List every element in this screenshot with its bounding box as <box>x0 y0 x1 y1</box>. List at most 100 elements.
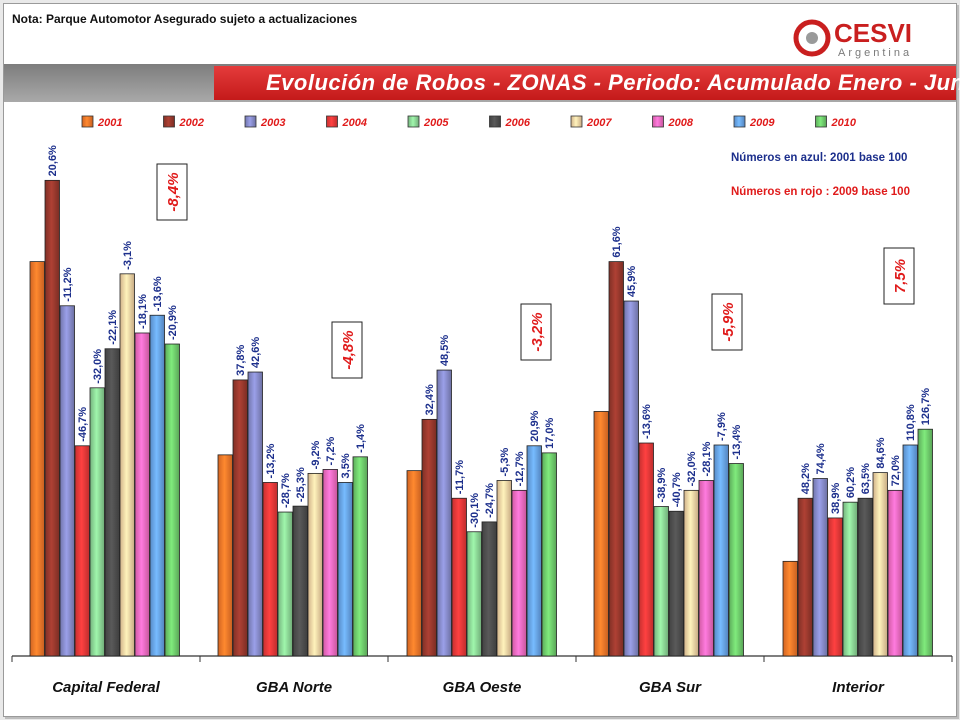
data-label: -5,3% <box>499 448 511 477</box>
data-label: -24,7% <box>484 483 496 518</box>
logo-center-icon <box>806 32 818 44</box>
data-label: -9,2% <box>310 440 322 469</box>
bar-2008 <box>322 469 338 657</box>
x-tick-label: GBA Oeste <box>443 679 522 696</box>
bar-2006 <box>668 510 684 657</box>
data-label: 20,6% <box>47 145 59 176</box>
x-tick-label: GBA Norte <box>256 679 332 696</box>
bar-2001 <box>217 454 233 657</box>
bar-2003 <box>59 305 75 657</box>
zone-change-box <box>331 321 363 379</box>
bar-2010 <box>352 456 368 657</box>
legend-label-2009: 2009 <box>749 117 775 129</box>
legend-swatch-2004 <box>326 115 338 128</box>
zone-change-label: -3,2% <box>529 312 546 351</box>
data-label: -1,4% <box>355 424 367 453</box>
data-label: 45,9% <box>626 266 638 297</box>
legend-label-2006: 2006 <box>505 117 531 129</box>
slide-frame: Nota: Parque Automotor Asegurado sujeto … <box>3 3 960 717</box>
bar-2010 <box>164 343 180 657</box>
data-label: -20,9% <box>167 305 179 340</box>
legend-swatch-2010 <box>815 115 827 128</box>
data-label: -7,2% <box>325 436 337 465</box>
note-red: Números en rojo : 2009 base 100 <box>731 186 910 198</box>
data-label: 74,4% <box>815 443 827 474</box>
legend-label-2004: 2004 <box>342 117 367 129</box>
bar-2005 <box>89 387 105 657</box>
data-label: 84,6% <box>875 437 887 468</box>
data-label: -18,1% <box>137 294 149 329</box>
data-label: -46,7% <box>77 407 89 442</box>
legend-swatch-2003 <box>244 115 257 128</box>
zone-change-box <box>711 293 743 351</box>
bar-2008 <box>134 332 150 657</box>
data-label: -12,7% <box>514 451 526 486</box>
data-label: -13,6% <box>641 404 653 439</box>
bar-2003 <box>812 478 828 657</box>
zone-change-label: -5,9% <box>720 302 737 341</box>
data-label: 38,9% <box>830 483 842 514</box>
data-label: -7,9% <box>716 412 728 441</box>
legend-swatch-2009 <box>733 115 746 128</box>
bar-2010 <box>541 452 557 657</box>
bar-2004 <box>262 482 278 657</box>
data-label: 48,5% <box>439 335 451 366</box>
title-red-band <box>214 66 956 100</box>
data-label: -32,0% <box>92 349 104 384</box>
data-label: -22,1% <box>107 310 119 345</box>
data-label: 48,2% <box>800 463 812 494</box>
logo-sub: Argentina <box>838 47 912 59</box>
data-label: -28,1% <box>701 441 713 476</box>
bar-2007 <box>872 472 888 657</box>
legend-swatch-2002 <box>163 115 175 128</box>
zone-change-label: -4,8% <box>340 330 357 369</box>
legend-swatch-2007 <box>570 115 583 128</box>
bar-2002 <box>608 261 624 657</box>
data-label: 20,9% <box>529 410 541 441</box>
note-blue: Números en azul: 2001 base 100 <box>731 152 907 164</box>
x-tick-label: Capital Federal <box>52 679 160 696</box>
bar-2002 <box>797 497 813 657</box>
bar-2001 <box>406 470 422 657</box>
bar-2009 <box>337 482 353 657</box>
legend-swatch-2005 <box>407 115 420 128</box>
data-label: 110,8% <box>905 404 917 441</box>
bar-2002 <box>421 418 437 657</box>
logo-brand: CESVI <box>834 18 912 48</box>
legend-label-2001: 2001 <box>97 117 122 129</box>
legend-label-2002: 2002 <box>179 117 204 129</box>
logo-circle-icon <box>793 19 831 57</box>
zone-change-label: 7,5% <box>892 259 909 293</box>
bar-2003 <box>436 369 452 657</box>
data-label: 37,8% <box>235 345 247 376</box>
zone-change-label: -8,4% <box>165 172 182 211</box>
data-label: -38,9% <box>656 467 668 502</box>
legend-label-2010: 2010 <box>831 117 857 129</box>
data-label: -13,4% <box>731 424 743 459</box>
bar-2009 <box>902 444 918 657</box>
bar-2008 <box>511 489 527 657</box>
bar-2005 <box>653 506 669 657</box>
bar-2007 <box>496 480 512 657</box>
legend-swatch-2008 <box>652 115 664 128</box>
bar-2005 <box>277 511 293 657</box>
bar-2006 <box>857 497 873 657</box>
data-label: -32,0% <box>686 451 698 486</box>
bar-2010 <box>728 463 744 657</box>
data-label: -11,7% <box>454 460 466 494</box>
bar-2008 <box>887 489 903 657</box>
bar-2009 <box>713 444 729 657</box>
bar-2001 <box>29 261 45 657</box>
legend-label-2005: 2005 <box>423 117 449 129</box>
data-label: -13,2% <box>265 443 277 478</box>
legend-swatch-2001 <box>81 115 94 128</box>
data-label: 17,0% <box>544 417 556 448</box>
bar-2006 <box>104 348 120 657</box>
data-label: -40,7% <box>671 472 683 507</box>
legend-label-2007: 2007 <box>586 117 612 129</box>
bar-2001 <box>593 411 609 657</box>
data-label: -3,1% <box>122 241 134 270</box>
bar-2009 <box>149 314 165 657</box>
data-label: 61,6% <box>611 226 623 257</box>
bar-chart: 2001 2002 2003 2004 2005 2006 2007 2008 2009 2010… <box>11 115 953 696</box>
